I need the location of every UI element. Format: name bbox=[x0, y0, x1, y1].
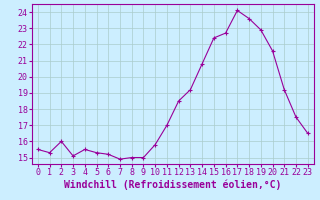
X-axis label: Windchill (Refroidissement éolien,°C): Windchill (Refroidissement éolien,°C) bbox=[64, 180, 282, 190]
